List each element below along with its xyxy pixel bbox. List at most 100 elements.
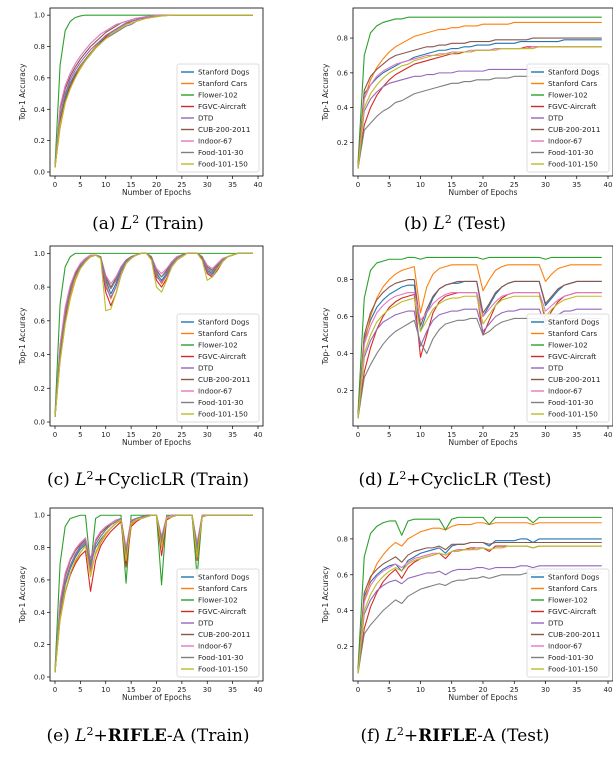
x-tick-label: 30 (203, 181, 212, 189)
legend-box (176, 63, 260, 173)
legend-label: Stanford Cars (548, 584, 597, 593)
panel-caption: (d) L2+CyclicLR (Test) (358, 469, 551, 490)
panel-caption: (f) L2+RIFLE-A (Test) (361, 725, 550, 746)
y-axis-label: Top-1 Accuracy (321, 307, 330, 365)
legend: Stanford Dogs Stanford Cars Flower-102 FGVC… (526, 568, 610, 678)
legend-label: Food-101-30 (548, 148, 594, 157)
panel-caption: (c) L2+CyclicLR (Train) (47, 469, 249, 490)
caption-sup: 2 (87, 725, 94, 738)
legend-label: Flower-102 (198, 596, 238, 605)
y-tick-label: 0.4 (34, 609, 46, 617)
x-tick-label: 5 (387, 431, 391, 439)
legend-label: Indoor-67 (548, 387, 582, 396)
caption-prefix: (d) (358, 470, 388, 490)
series-line-food-101-150 (54, 14, 253, 168)
series-line-flower-102 (54, 252, 253, 416)
legend-label: Stanford Dogs (548, 573, 599, 582)
x-tick-label: 15 (127, 181, 136, 189)
series-line-food-101-150 (357, 545, 602, 674)
series-line-fgvc-aircraft (357, 291, 602, 419)
x-axis-label: Number of Epochs (122, 438, 191, 447)
x-tick-label: 5 (78, 686, 82, 694)
series-line-stanford-cars (357, 264, 602, 417)
legend-label: Stanford Cars (548, 79, 597, 88)
y-axis-label: Top-1 Accuracy (18, 63, 27, 121)
y-tick-label: 0.0 (34, 674, 45, 682)
y-tick-label: 0.4 (34, 106, 46, 114)
x-tick-label: 0 (53, 431, 57, 439)
x-tick-label: 40 (604, 686, 613, 694)
series-line-indoor-67 (357, 291, 602, 419)
y-axis-label: Top-1 Accuracy (321, 566, 330, 624)
series-line-food-101-150 (357, 295, 602, 419)
legend-label: Indoor-67 (198, 387, 232, 396)
caption-rest: +CyclicLR (Train) (93, 470, 249, 490)
y-axis-label: Top-1 Accuracy (18, 307, 27, 365)
legend-label: Food-101-150 (198, 160, 248, 169)
caption-sup: 2 (86, 469, 93, 482)
y-tick-label: 0.6 (34, 74, 46, 82)
y-tick-label: 0.8 (34, 43, 45, 51)
x-tick-label: 40 (254, 431, 263, 439)
y-axis-label: Top-1 Accuracy (321, 63, 330, 121)
series-line-flower-102 (357, 516, 602, 669)
x-tick-label: 5 (78, 181, 82, 189)
legend-label: Stanford Dogs (198, 573, 249, 582)
x-tick-label: 5 (78, 431, 82, 439)
legend-label: CUB-200-2011 (198, 630, 250, 639)
series-line-dtd (357, 308, 602, 417)
y-tick-label: 1.0 (34, 512, 45, 520)
x-tick-label: 0 (356, 181, 360, 189)
y-axis-label: Top-1 Accuracy (18, 566, 27, 624)
x-tick-label: 40 (604, 181, 613, 189)
x-tick-label: 25 (177, 686, 186, 694)
x-tick-label: 0 (356, 431, 360, 439)
x-tick-label: 15 (127, 431, 136, 439)
legend-label: Stanford Cars (198, 79, 247, 88)
caption-rest: + (404, 726, 418, 746)
legend-label: CUB-200-2011 (548, 375, 600, 384)
x-tick-label: 15 (127, 686, 136, 694)
y-tick-label: 0.8 (34, 284, 45, 292)
legend: Stanford Dogs Stanford Cars Flower-102 FGVC… (526, 63, 610, 173)
x-tick-label: 10 (101, 181, 110, 189)
legend-label: FGVC-Aircraft (548, 607, 597, 616)
x-tick-label: 35 (228, 686, 237, 694)
x-tick-label: 5 (387, 181, 391, 189)
legend-label: Food-101-30 (548, 653, 594, 662)
legend-label: CUB-200-2011 (198, 125, 250, 134)
x-tick-label: 30 (541, 686, 550, 694)
legend-label: DTD (198, 619, 214, 628)
legend-label: Stanford Dogs (198, 68, 249, 77)
caption-bold: RIFLE (418, 726, 477, 746)
caption-sup: 2 (399, 469, 406, 482)
legend: Stanford Dogs Stanford Cars Flower-102 FGVC… (176, 63, 260, 173)
y-tick-label: 0.2 (337, 387, 348, 395)
chart-panel-5: 0 5 10 15 20 25 30 35 40 0.0 0.2 0.4 0.6 0.8 1.0 Number… (18, 507, 264, 746)
x-axis-label: Number of Epochs (449, 438, 518, 447)
y-tick-label: 0.2 (337, 139, 348, 147)
y-tick-label: 0.6 (337, 313, 349, 321)
caption-sup: 2 (445, 213, 452, 226)
caption-l: L (387, 470, 399, 490)
y-tick-label: 0.4 (34, 351, 46, 359)
series-line-cub-200-2011 (357, 37, 602, 167)
caption-rest: -A (Test) (477, 726, 549, 746)
legend-label: Flower-102 (548, 91, 588, 100)
panel-caption: (e) L2+RIFLE-A (Train) (46, 725, 249, 746)
x-tick-label: 10 (416, 431, 425, 439)
y-tick-label: 0.0 (34, 419, 45, 427)
legend-label: Food-101-30 (198, 653, 244, 662)
legend-box (176, 568, 260, 678)
caption-prefix: (e) (46, 726, 75, 746)
chart-panel-1: 0 5 10 15 20 25 30 35 40 0.0 0.2 0.4 0.6 0.8 1.0 Number… (18, 7, 264, 234)
x-tick-label: 20 (479, 431, 488, 439)
legend-label: Indoor-67 (548, 642, 582, 651)
x-tick-label: 25 (510, 181, 519, 189)
x-tick-label: 25 (510, 686, 519, 694)
x-tick-label: 20 (152, 181, 161, 189)
y-tick-label: 0.6 (34, 576, 46, 584)
series-line-dtd (357, 565, 602, 672)
y-tick-label: 0.8 (337, 535, 348, 543)
legend-label: FGVC-Aircraft (198, 607, 247, 616)
